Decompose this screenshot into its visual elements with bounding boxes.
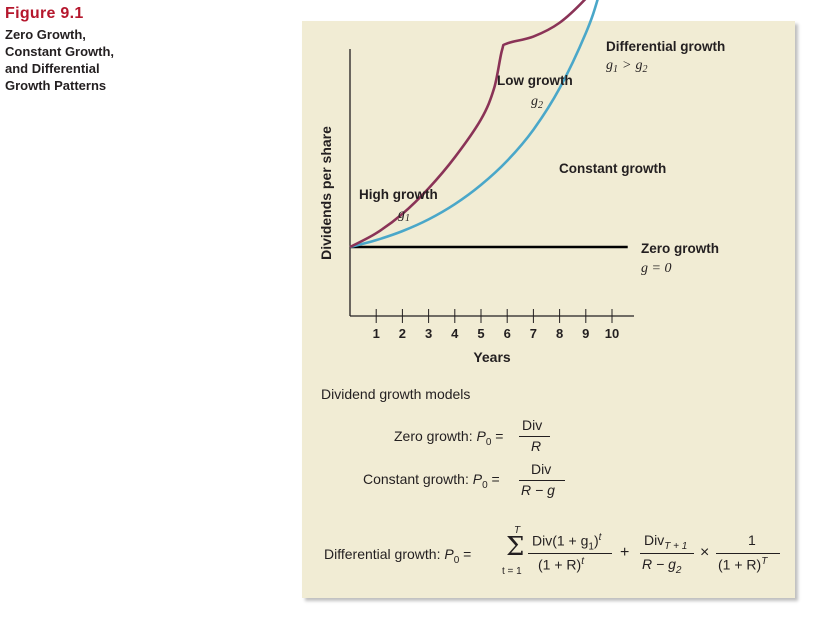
term3-den-main: (1 + R) [718,556,762,573]
term1-num-close: ) [593,532,599,549]
x-tick-label-7: 7 [530,326,537,341]
term1-den-sup: t [581,556,584,567]
term1-num-main: Div(1 + g [532,532,589,549]
zero-den: R [531,438,542,454]
constant-growth-formula-label: Constant growth: P0 = [363,471,500,491]
figure-panel [302,21,795,598]
const-num: Div [531,461,552,477]
term1-den: (1 + R)t [538,556,584,573]
figure-caption: Figure 9.1 Zero Growth, Constant Growth,… [5,5,195,94]
const-label: Constant growth: [363,471,473,487]
rel-op: > [622,58,631,73]
series-constant-growth [349,0,599,249]
annot-high-growth-g: g1 [398,207,410,224]
term3-den: (1 + R)T [718,556,767,573]
zero-P-sub: 0 [485,436,492,448]
term2-num-main: Div [644,532,665,548]
x-tick-label-10: 10 [605,326,619,341]
sum-top: T [514,525,521,536]
diff-eq: = [463,546,472,562]
sum-bottom: t = 1 [502,566,522,577]
const-frac-bar [519,480,565,481]
zero-P: P [476,428,486,444]
annot-zero-growth: Zero growth [641,241,719,256]
rel-rhs-i: 2 [642,64,647,75]
term1-frac-bar [528,553,612,554]
diff-P: P [444,546,454,562]
const-den: R − g [521,482,555,498]
annot-differential-relation: g1 > g2 [606,58,647,75]
x-tick-label-4: 4 [451,326,459,341]
term1-den-main: (1 + R) [538,556,582,573]
term3-den-sup: T [761,556,768,567]
zero-frac-bar [519,436,550,437]
differential-growth-formula-label: Differential growth: P0 = [324,546,471,566]
term2-den: R − g2 [642,556,681,576]
const-eq: = [491,471,500,487]
const-P: P [472,471,483,487]
annot-zero-growth-eq: g = 0 [641,261,671,276]
term2-frac-bar [640,553,694,554]
high-g-idx: 1 [405,213,410,224]
term1-num: Div(1 + g1)t [532,532,601,552]
rel-rhs-g: g [635,58,642,73]
const-P-sub: 0 [482,479,488,491]
high-g: g [398,207,405,222]
x-tick-label-6: 6 [504,326,511,341]
figure-label: Figure 9.1 [5,5,84,22]
x-tick-label-2: 2 [399,326,406,341]
x-tick-label-9: 9 [582,326,589,341]
times-sign: × [700,544,710,561]
term2-den-sub: 2 [675,564,682,576]
diff-label: Differential growth: [324,546,445,562]
rel-lhs-g: g [606,58,613,73]
zero-num: Div [522,417,543,433]
low-g-idx: 2 [538,100,543,111]
x-tick-label-8: 8 [556,326,563,341]
x-axis-label: Years [473,349,511,365]
term1-num-sup: t [598,532,602,543]
annot-low-growth-g: g2 [531,94,543,111]
term2-num-sub: T + 1 [664,540,688,552]
x-tick-label-3: 3 [425,326,432,341]
term3-num: 1 [748,532,756,548]
diff-P-sub: 0 [453,554,460,566]
term3-frac-bar [716,553,780,554]
low-g: g [531,94,538,109]
figure-title: Zero Growth, Constant Growth, and Differ… [5,27,115,93]
term2-den-main: R − g [642,556,676,572]
annot-low-growth: Low growth [497,73,573,88]
series-layer [349,0,628,249]
zero-label: Zero growth: [394,428,477,444]
x-tick-labels: 1 2 3 4 5 6 7 8 9 10 [373,326,620,341]
term2-num: DivT + 1 [644,532,687,552]
annot-high-growth: High growth [359,187,438,202]
term1-num-sub: 1 [588,541,594,553]
zero-growth-formula-label: Zero growth: P0 = [394,428,503,448]
series-differential-growth [349,0,587,249]
sum-sigma: Σ [506,532,525,562]
y-axis-label: Dividends per share [318,126,334,260]
x-tick-label-1: 1 [373,326,380,341]
zero-eq: = [495,428,504,444]
models-heading: Dividend growth models [321,386,471,402]
plus-sign: + [620,544,630,561]
annot-constant-growth: Constant growth [559,161,666,176]
annot-differential-growth: Differential growth [606,39,725,54]
rel-lhs-i: 1 [613,64,618,75]
x-tick-label-5: 5 [477,326,484,341]
x-ticks [375,309,613,323]
